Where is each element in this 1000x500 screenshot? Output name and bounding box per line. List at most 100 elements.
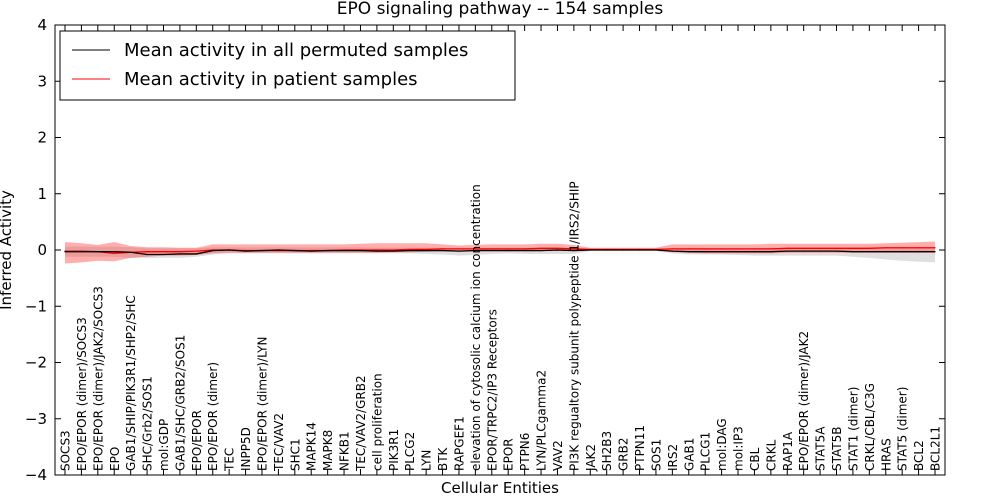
point-mean-activity-in-patient-samples-6: [162, 251, 165, 253]
legend-label-patient: Mean activity in patient samples: [124, 69, 418, 90]
point-mean-activity-in-patient-samples-27: [507, 248, 509, 250]
x-axis: SOCS3 EPO/EPOR (dimer)/SOCS3 EPO/EPOR (dim…: [59, 25, 943, 475]
legend: Mean activity in all permuted samples Me…: [59, 30, 516, 101]
point-mean-activity-in-patient-samples-48: [852, 247, 854, 249]
point-mean-activity-in-all-permuted-samples-16: [327, 249, 329, 252]
x-tick-label: BCL2L1: [929, 426, 943, 471]
point-mean-activity-in-patient-samples-23: [441, 248, 444, 250]
point-mean-activity-in-all-permuted-samples-1: [80, 251, 83, 253]
point-mean-activity-in-all-permuted-samples-22: [425, 249, 427, 252]
x-tick-label: PLCG1: [699, 432, 713, 471]
point-mean-activity-in-all-permuted-samples-29: [540, 249, 542, 252]
x-tick-label: PLCG2: [403, 432, 417, 471]
x-tick-label: EPO: [108, 447, 122, 471]
point-mean-activity-in-all-permuted-samples-53: [934, 251, 936, 253]
point-mean-activity-in-all-permuted-samples-27: [507, 249, 509, 252]
x-tick-label: TEC: [223, 448, 237, 472]
point-mean-activity-in-all-permuted-samples-46: [819, 250, 821, 252]
x-tick-label: MAPK8: [321, 430, 335, 471]
point-mean-activity-in-all-permuted-samples-30: [556, 249, 559, 251]
line-mean-activity-in-all-permuted-samples: [65, 249, 935, 256]
point-mean-activity-in-all-permuted-samples-32: [589, 249, 591, 251]
point-mean-activity-in-all-permuted-samples-23: [441, 249, 444, 252]
x-axis-title: Cellular Entities: [441, 479, 559, 497]
x-tick-label: SOS1: [649, 439, 663, 471]
x-tick-label: RAPGEF1: [452, 416, 466, 471]
point-mean-activity-in-all-permuted-samples-14: [294, 249, 296, 252]
x-tick-label: SHC/Grb2/SOS1: [141, 376, 155, 471]
y-tick-label: 2: [37, 129, 47, 147]
point-mean-activity-in-patient-samples-37: [671, 248, 673, 250]
x-tick-label: mol:GDP: [157, 419, 171, 471]
x-tick-label: NFKB1: [338, 431, 352, 471]
x-tick-label: TEC/VAV2/GRB2: [354, 375, 368, 472]
point-mean-activity-in-patient-samples-42: [753, 248, 756, 250]
x-tick-label: LYN/PLCgamma2: [535, 370, 549, 471]
point-mean-activity-in-patient-samples-30: [556, 247, 559, 249]
point-mean-activity-in-patient-samples-51: [901, 247, 903, 249]
point-mean-activity-in-patient-samples-40: [721, 248, 723, 250]
y-tick-label: 0: [37, 241, 47, 259]
point-mean-activity-in-patient-samples-29: [540, 247, 542, 249]
point-mean-activity-in-all-permuted-samples-52: [917, 251, 920, 253]
point-mean-activity-in-patient-samples-28: [524, 248, 526, 250]
point-mean-activity-in-patient-samples-43: [770, 248, 772, 250]
point-mean-activity-in-patient-samples-53: [934, 247, 936, 249]
x-tick-label: CBL: [748, 447, 762, 471]
x-tick-label: EPO/EPOR (dimer): [206, 362, 220, 471]
point-mean-activity-in-all-permuted-samples-40: [721, 251, 723, 253]
x-tick-label: GAB1: [682, 438, 696, 471]
point-mean-activity-in-all-permuted-samples-31: [573, 249, 575, 252]
point-mean-activity-in-all-permuted-samples-44: [786, 250, 788, 252]
point-mean-activity-in-all-permuted-samples-7: [179, 253, 181, 255]
x-tick-label: EPO/EPOR (dimer)/JAK2: [797, 331, 811, 471]
x-tick-label: mol:IP3: [732, 426, 746, 471]
point-mean-activity-in-all-permuted-samples-50: [885, 251, 887, 253]
point-mean-activity-in-all-permuted-samples-4: [130, 251, 132, 253]
point-mean-activity-in-all-permuted-samples-8: [195, 253, 197, 255]
x-tick-label: JAK2: [584, 444, 598, 472]
x-tick-label: VAV2: [551, 440, 565, 471]
point-mean-activity-in-all-permuted-samples-47: [835, 250, 838, 252]
point-mean-activity-in-patient-samples-38: [688, 248, 690, 250]
x-tick-label: GAB1/SHIP/PIK3R1/SHP2/SHC: [124, 295, 138, 471]
series-lines: [64, 247, 936, 256]
point-mean-activity-in-all-permuted-samples-43: [770, 251, 772, 253]
point-mean-activity-in-patient-samples-22: [425, 248, 427, 251]
legend-box: [59, 30, 516, 101]
point-mean-activity-in-all-permuted-samples-42: [753, 251, 756, 253]
x-tick-label: IRS2: [666, 444, 680, 471]
point-mean-activity-in-all-permuted-samples-45: [803, 250, 805, 252]
point-mean-activity-in-all-permuted-samples-9: [212, 249, 214, 252]
x-tick-label: INPP5D: [239, 427, 253, 471]
point-mean-activity-in-patient-samples-19: [376, 249, 378, 251]
point-mean-activity-in-all-permuted-samples-39: [704, 251, 706, 253]
x-tick-label: CRKL: [764, 439, 778, 471]
point-mean-activity-in-all-permuted-samples-35: [638, 249, 641, 251]
x-tick-label: BTK: [436, 446, 450, 471]
x-tick-label: cell proliferation: [370, 373, 384, 471]
point-mean-activity-in-patient-samples-49: [868, 247, 870, 249]
y-tick-label: −2: [25, 354, 47, 372]
point-mean-activity-in-patient-samples-3: [113, 252, 115, 254]
x-tick-label: MAPK14: [305, 422, 319, 471]
point-mean-activity-in-all-permuted-samples-36: [655, 249, 657, 251]
point-mean-activity-in-all-permuted-samples-3: [113, 251, 115, 253]
point-mean-activity-in-all-permuted-samples-19: [376, 250, 378, 252]
point-mean-activity-in-all-permuted-samples-20: [392, 250, 394, 252]
x-tick-label: STAT5B: [830, 427, 844, 472]
y-tick-label: −4: [25, 466, 47, 484]
point-mean-activity-in-patient-samples-5: [146, 251, 148, 253]
x-tick-label: PTPN11: [633, 425, 647, 471]
point-mean-activity-in-patient-samples-21: [409, 248, 411, 251]
point-mean-activity-in-all-permuted-samples-49: [868, 251, 870, 253]
x-tick-label: STAT5A: [814, 426, 828, 471]
point-mean-activity-in-all-permuted-samples-38: [688, 251, 690, 253]
x-tick-label: GRB2: [617, 437, 631, 471]
point-mean-activity-in-patient-samples-45: [803, 247, 805, 249]
y-tick-label: −3: [25, 410, 47, 428]
x-tick-label: RAP1A: [781, 431, 795, 471]
x-tick-label: STAT1 (dimer): [846, 387, 860, 471]
point-mean-activity-in-all-permuted-samples-28: [524, 249, 526, 252]
